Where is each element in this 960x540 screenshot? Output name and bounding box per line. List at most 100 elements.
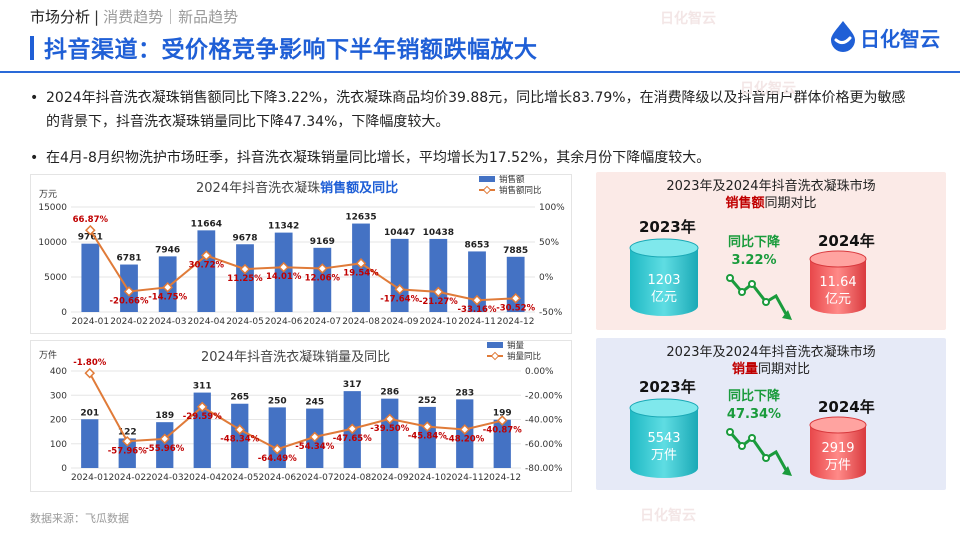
sales-comparison-panel: 2023年及2024年抖音洗衣凝珠市场 销售额同期对比 2023年 2024年 … <box>596 172 946 330</box>
comparison-title-line1: 2023年及2024年抖音洗衣凝珠市场 <box>666 345 876 360</box>
bullet-item: • 在4月-8月织物洗护市场旺季，抖音洗衣凝珠销量同比增长，平均增长为17.52… <box>30 146 900 170</box>
year-b-label: 2024年 <box>818 398 875 416</box>
x-tick-label: 2024-06 <box>258 473 296 483</box>
chart-title: 2024年抖音洗衣凝珠销售额及同比 <box>196 180 398 196</box>
bar-value-label: 286 <box>380 388 399 398</box>
breadcrumb-separator: | <box>94 8 100 26</box>
value-b-unit: 万件 <box>824 458 851 473</box>
logo-text: 日化智云 <box>860 27 940 51</box>
breadcrumb: 市场分析 | 消费趋势｜新品趋势 <box>30 6 238 27</box>
trend-line <box>89 229 516 302</box>
comparison-title-line2: 销售额同期对比 <box>596 195 946 212</box>
line-value-label: 11.25% <box>227 274 263 284</box>
page-title: 抖音渠道：受价格竞争影响下半年销额跌幅放大 <box>44 37 538 63</box>
bar-value-label: 9761 <box>78 233 103 243</box>
x-tick-label: 2024-03 <box>149 317 187 327</box>
bar-value-label: 283 <box>455 388 474 398</box>
bullet-item: • 2024年抖音洗衣凝珠销售额同比下降3.22%，洗衣凝珠商品均价39.88元… <box>30 86 906 136</box>
x-tick-label: 2024-08 <box>333 473 371 483</box>
bar <box>468 251 486 312</box>
bullet-dot: • <box>30 150 39 166</box>
line-point <box>162 282 173 293</box>
line-value-label: 66.87% <box>73 215 109 225</box>
year-a-label: 2023年 <box>639 218 696 236</box>
line-point <box>159 433 171 445</box>
legend-swatch-bar <box>487 342 503 348</box>
breadcrumb-main: 市场分析 <box>30 8 91 26</box>
y-tick-right: -20.00% <box>525 391 563 401</box>
bar-value-label: 252 <box>418 396 437 406</box>
line-value-label: 12.06% <box>305 274 341 284</box>
bar <box>381 398 399 468</box>
year-b-label: 2024年 <box>818 232 875 250</box>
y-tick-left: 5000 <box>44 273 67 283</box>
value-a-number: 1203 <box>647 273 681 288</box>
line-point <box>355 258 367 269</box>
brand-logo: 日化智云 <box>826 18 940 52</box>
line-value-label: -55.96% <box>145 444 184 454</box>
line-point <box>201 250 212 261</box>
comparison-title: 2023年及2024年抖音洗衣凝珠市场 销量同期对比 <box>596 344 946 378</box>
bar-value-label: 245 <box>305 398 324 408</box>
bar <box>493 419 511 468</box>
year-a-label: 2023年 <box>639 378 696 396</box>
line-point <box>309 431 321 443</box>
trend-label: 同比下降 <box>727 235 780 250</box>
value-a-unit: 万件 <box>650 448 677 463</box>
legend-swatch-bar <box>479 176 495 182</box>
line-value-label: -21.27% <box>419 297 458 307</box>
legend-label: 销售额同比 <box>499 185 542 196</box>
value-b: 2919 万件 <box>808 440 868 474</box>
bar-value-label: 7946 <box>155 245 180 255</box>
line-point <box>317 263 328 274</box>
x-tick-label: 2024-03 <box>146 473 184 483</box>
line-point <box>433 286 444 298</box>
y-tick-left: 200 <box>50 416 67 426</box>
legend-label: 销量同比 <box>507 351 541 362</box>
line-value-label: -39.50% <box>370 424 409 434</box>
line-point <box>123 286 135 297</box>
comparison-title-highlight: 销售额 <box>725 196 765 211</box>
line-value-label: -47.65% <box>333 434 372 444</box>
x-tick-label: 2024-02 <box>110 317 148 327</box>
line-point <box>234 424 246 435</box>
drop-logo-icon <box>831 21 855 52</box>
line-point <box>459 424 471 435</box>
y-tick-right: -50% <box>539 308 563 318</box>
breadcrumb-sub: 消费趋势｜新品趋势 <box>103 8 239 26</box>
x-tick-label: 2024-09 <box>381 317 419 327</box>
y-tick-left: 300 <box>50 391 67 401</box>
bar-value-label: 12635 <box>345 213 376 223</box>
line-value-label: -40.87% <box>483 426 522 436</box>
line-value-label: -48.34% <box>220 435 259 445</box>
value-b-number: 2919 <box>821 441 855 456</box>
bar-value-label: 311 <box>193 382 212 392</box>
bar-value-label: 199 <box>493 409 512 419</box>
comparison-title-suffix: 同期对比 <box>764 196 817 211</box>
bar <box>81 419 99 468</box>
line-value-label: -45.84% <box>408 432 447 442</box>
x-tick-label: 2024-01 <box>71 473 109 483</box>
comparison-title: 2023年及2024年抖音洗衣凝珠市场 销售额同期对比 <box>596 178 946 212</box>
bar-value-label: 250 <box>268 396 287 406</box>
line-point <box>121 435 133 447</box>
line-value-label: 30.72% <box>189 260 225 270</box>
bar-value-label: 7885 <box>503 246 528 256</box>
line-point <box>471 294 483 306</box>
y-tick-right: -40.00% <box>525 416 563 426</box>
line-value-label: -48.20% <box>445 434 484 444</box>
x-tick-label: 2024-11 <box>446 473 484 483</box>
line-point <box>239 263 251 275</box>
bar-value-label: 201 <box>80 408 99 418</box>
x-tick-label: 2024-05 <box>226 317 264 327</box>
x-tick-label: 2024-06 <box>265 317 303 327</box>
y-tick-left: 400 <box>50 367 67 377</box>
line-point <box>271 443 283 455</box>
comparison-title-highlight: 销量 <box>731 362 758 377</box>
value-b-number: 11.64 <box>819 275 857 290</box>
bar-value-label: 8653 <box>464 240 489 250</box>
bar <box>156 422 174 468</box>
bar <box>81 243 100 312</box>
trend-label: 同比下降 <box>727 389 780 404</box>
x-tick-label: 2024-09 <box>371 473 409 483</box>
